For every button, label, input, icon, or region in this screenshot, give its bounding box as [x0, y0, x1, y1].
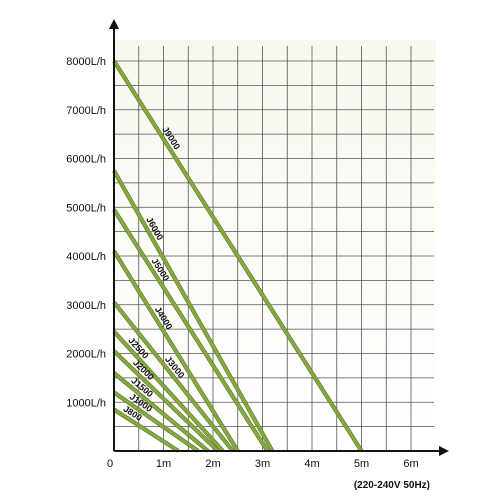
axes [109, 19, 449, 456]
x-tick-label: 6m [403, 458, 418, 470]
series-lines [112, 59, 364, 453]
series-line-j6000 [112, 169, 274, 452]
x-tick-label: 4m [304, 458, 319, 470]
series-line-j800 [113, 408, 180, 453]
series-line-j1500 [113, 371, 210, 453]
series-line-j3000 [112, 301, 234, 452]
x-tick-label: 1m [156, 458, 171, 470]
x-tick-label: 3m [255, 458, 270, 470]
tick-labels: 0 1m 2m 3m 4m 5m 6m 1000L/h 2000L/h 3000L/h 4000L/… [66, 56, 418, 470]
y-tick-label: 4000L/h [66, 251, 106, 263]
series-line-j1000 [113, 391, 200, 453]
series-line-j4000 [112, 250, 240, 452]
x-tick-label: 0 [107, 458, 113, 470]
series-line-j2000 [112, 349, 219, 453]
y-tick-label: 2000L/h [66, 349, 106, 361]
series-line-j9000 [112, 60, 363, 452]
series-line-j2500 [112, 330, 225, 453]
grid [114, 46, 434, 451]
y-tick-label: 8000L/h [66, 56, 106, 68]
y-tick-label: 6000L/h [66, 154, 106, 166]
y-tick-label: 7000L/h [66, 105, 106, 117]
x-tick-label: 2m [205, 458, 220, 470]
y-tick-label: 1000L/h [66, 397, 106, 409]
y-tick-label: 5000L/h [66, 202, 106, 214]
plot-background [114, 40, 436, 451]
y-tick-label: 3000L/h [66, 300, 106, 312]
voltage-footnote: (220-240V 50Hz) [354, 480, 430, 491]
series-line-j5000 [112, 208, 269, 452]
x-tick-label: 5m [354, 458, 369, 470]
